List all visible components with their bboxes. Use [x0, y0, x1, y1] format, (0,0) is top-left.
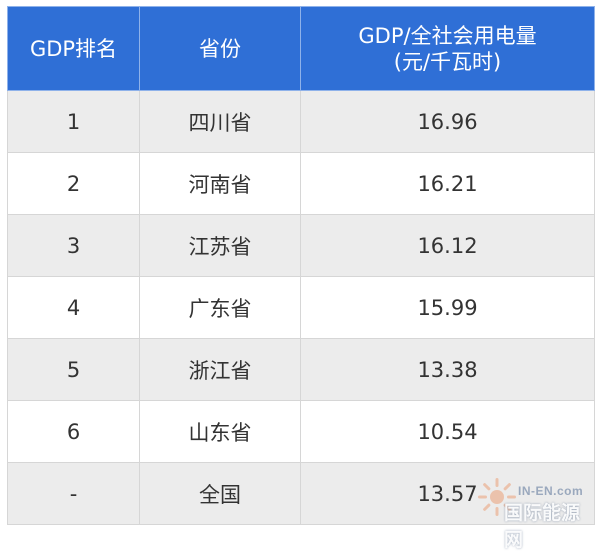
cell-rank: 4: [7, 276, 140, 339]
table-row: 3 江苏省 16.12: [7, 214, 595, 277]
table-row: 4 广东省 15.99: [7, 276, 595, 339]
cell-rank: 2: [7, 152, 140, 215]
watermark-en-text: IN-EN.com: [518, 484, 584, 498]
cell-province: 四川省: [139, 90, 301, 153]
cell-province: 全国: [139, 462, 301, 525]
in-en-watermark: IN-EN.com 国际能源网: [474, 470, 594, 551]
cell-value: 16.96: [300, 90, 595, 153]
table-row: 1 四川省 16.96: [7, 90, 595, 153]
cell-province: 河南省: [139, 152, 301, 215]
gdp-electricity-table-container: GDP排名 省份 GDP/全社会用电量 (元/千瓦时) 1 四川省 16.96 …: [7, 6, 595, 525]
cell-value: 13.57: [300, 462, 595, 525]
cell-province: 广东省: [139, 276, 301, 339]
table-row: 6 山东省 10.54: [7, 400, 595, 463]
cell-rank: 3: [7, 214, 140, 277]
cell-province: 山东省: [139, 400, 301, 463]
cell-province: 浙江省: [139, 338, 301, 401]
cell-value: 16.21: [300, 152, 595, 215]
table-row: 5 浙江省 13.38: [7, 338, 595, 401]
cell-value: 16.12: [300, 214, 595, 277]
watermark-cn-text: 国际能源网: [504, 502, 581, 551]
cell-value: 15.99: [300, 276, 595, 339]
header-rank: GDP排名: [7, 6, 140, 91]
cell-rank: -: [7, 462, 140, 525]
cell-value: 13.38: [300, 338, 595, 401]
cell-rank: 1: [7, 90, 140, 153]
sun-logo-icon: [478, 478, 516, 516]
cell-province: 江苏省: [139, 214, 301, 277]
table-row: - 全国 13.57: [7, 462, 595, 525]
table-header-row: GDP排名 省份 GDP/全社会用电量 (元/千瓦时): [7, 6, 595, 91]
cell-rank: 5: [7, 338, 140, 401]
header-ratio-line1: GDP/全社会用电量: [358, 23, 537, 48]
header-ratio-line2: (元/千瓦时): [393, 49, 502, 74]
gdp-electricity-table: GDP排名 省份 GDP/全社会用电量 (元/千瓦时) 1 四川省 16.96 …: [7, 6, 595, 525]
table-row: 2 河南省 16.21: [7, 152, 595, 215]
header-ratio: GDP/全社会用电量 (元/千瓦时): [300, 6, 595, 91]
cell-rank: 6: [7, 400, 140, 463]
header-province: 省份: [139, 6, 301, 91]
cell-value: 10.54: [300, 400, 595, 463]
